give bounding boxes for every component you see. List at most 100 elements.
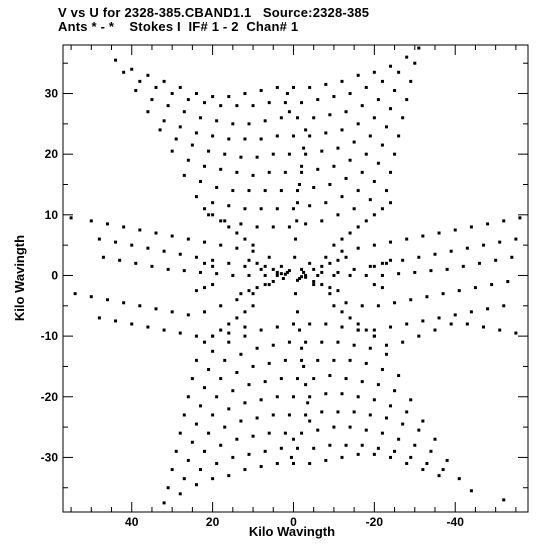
uv-point: [162, 79, 166, 83]
uv-point: [372, 213, 376, 217]
uv-point: [364, 428, 368, 432]
uv-point: [308, 134, 312, 138]
y-tick-label: 30: [45, 87, 59, 101]
uv-point: [421, 419, 425, 423]
uv-point: [389, 240, 393, 244]
uv-point: [300, 358, 304, 362]
uv-point: [441, 468, 445, 472]
uv-point: [300, 346, 304, 350]
uv-point: [285, 92, 289, 96]
uv-point: [227, 331, 231, 335]
uv-point: [498, 328, 502, 332]
uv-point: [308, 461, 312, 465]
uv-point: [461, 264, 465, 268]
uv-point: [219, 243, 223, 247]
uv-point: [289, 455, 293, 459]
uv-point: [186, 158, 190, 162]
uv-point: [259, 207, 263, 211]
uv-point: [275, 270, 279, 274]
uv-point: [279, 189, 283, 193]
uv-point: [275, 85, 279, 89]
uv-point: [134, 88, 138, 92]
uv-point: [380, 207, 384, 211]
uv-point: [433, 252, 437, 256]
uv-point: [243, 207, 247, 211]
uv-point: [477, 261, 481, 265]
uv-point: [324, 82, 328, 86]
uv-point: [207, 149, 211, 153]
uv-point: [332, 358, 336, 362]
uv-point: [376, 304, 380, 308]
uv-point: [348, 231, 352, 235]
uv-point: [235, 298, 239, 302]
uv-point: [255, 346, 259, 350]
uv-point: [389, 170, 393, 174]
uv-point: [283, 272, 287, 276]
uv-point: [255, 286, 259, 290]
uv-point: [328, 443, 332, 447]
uv-point: [518, 216, 522, 220]
uv-point: [308, 85, 312, 89]
uv-point: [203, 207, 207, 211]
uv-point: [243, 468, 247, 472]
uv-point: [469, 489, 473, 493]
uv-point: [304, 413, 308, 417]
uv-point: [215, 395, 219, 399]
uv-point: [203, 340, 207, 344]
uv-point: [344, 443, 348, 447]
uv-point: [263, 189, 267, 193]
uv-point: [308, 395, 312, 399]
uv-point: [150, 264, 154, 268]
uv-point: [251, 292, 255, 296]
uv-point: [251, 304, 255, 308]
uv-point: [372, 328, 376, 332]
uv-point: [279, 264, 283, 268]
uv-point: [332, 95, 336, 99]
x-tick-label: 40: [125, 515, 139, 529]
uv-point: [376, 383, 380, 387]
uv-point: [162, 501, 166, 505]
uv-point: [364, 361, 368, 365]
uv-point: [340, 195, 344, 199]
uv-point: [239, 292, 243, 296]
uv-point: [372, 70, 376, 74]
uv-point: [312, 446, 316, 450]
uv-point: [308, 419, 312, 423]
uv-point: [380, 431, 384, 435]
uv-point: [170, 149, 174, 153]
uv-point: [320, 149, 324, 153]
uv-point: [348, 316, 352, 320]
uv-point: [231, 122, 235, 126]
uv-point: [281, 277, 285, 280]
uv-point: [296, 201, 300, 205]
uv-point: [302, 146, 306, 150]
uv-point: [425, 295, 429, 299]
uv-point: [283, 101, 287, 105]
uv-point: [465, 322, 469, 326]
uv-point: [393, 449, 397, 453]
uv-point: [215, 186, 219, 190]
uv-point: [380, 286, 384, 290]
uv-point: [360, 380, 364, 384]
uv-point: [364, 328, 368, 332]
uv-point: [215, 461, 219, 465]
uv-point: [300, 164, 304, 168]
uv-point: [332, 243, 336, 247]
uv-point: [340, 237, 344, 241]
uv-point: [498, 240, 502, 244]
uv-point: [186, 313, 190, 317]
y-tick-label: 0: [51, 268, 58, 282]
uv-point: [336, 270, 340, 274]
uv-point: [364, 219, 368, 223]
uv-point: [279, 446, 283, 450]
uv-point: [405, 322, 409, 326]
uv-point: [154, 85, 158, 89]
uv-point: [194, 92, 198, 96]
uv-point: [306, 401, 310, 405]
uv-point: [283, 170, 287, 174]
uv-point: [296, 278, 300, 282]
uv-point: [170, 234, 174, 238]
uv-point: [243, 237, 247, 241]
uv-point: [227, 204, 231, 208]
uv-point: [296, 189, 300, 193]
